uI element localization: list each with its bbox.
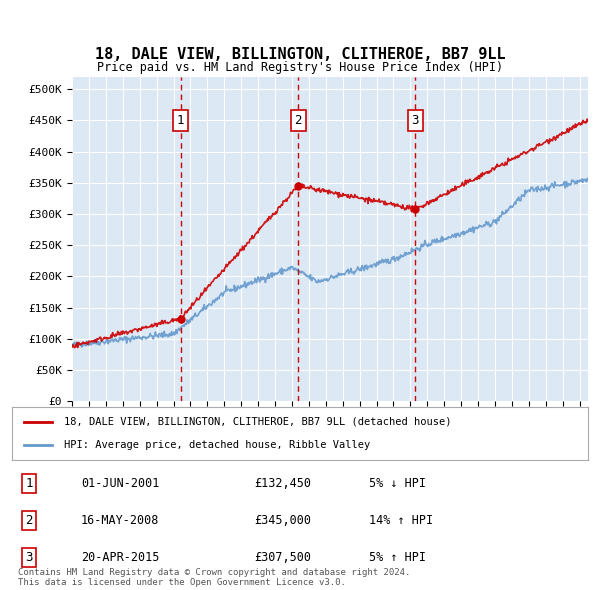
Text: £132,450: £132,450 <box>254 477 311 490</box>
Text: Price paid vs. HM Land Registry's House Price Index (HPI): Price paid vs. HM Land Registry's House … <box>97 61 503 74</box>
Text: 2: 2 <box>26 514 33 527</box>
Text: 18, DALE VIEW, BILLINGTON, CLITHEROE, BB7 9LL (detached house): 18, DALE VIEW, BILLINGTON, CLITHEROE, BB… <box>64 417 451 427</box>
Text: 1: 1 <box>26 477 33 490</box>
Text: HPI: Average price, detached house, Ribble Valley: HPI: Average price, detached house, Ribb… <box>64 440 370 450</box>
Text: Contains HM Land Registry data © Crown copyright and database right 2024.
This d: Contains HM Land Registry data © Crown c… <box>18 568 410 587</box>
Text: 14% ↑ HPI: 14% ↑ HPI <box>369 514 433 527</box>
Text: 20-APR-2015: 20-APR-2015 <box>81 551 160 564</box>
Text: 01-JUN-2001: 01-JUN-2001 <box>81 477 160 490</box>
Text: £307,500: £307,500 <box>254 551 311 564</box>
Text: 5% ↓ HPI: 5% ↓ HPI <box>369 477 426 490</box>
Text: £345,000: £345,000 <box>254 514 311 527</box>
Text: 5% ↑ HPI: 5% ↑ HPI <box>369 551 426 564</box>
Text: 3: 3 <box>412 114 419 127</box>
Text: 18, DALE VIEW, BILLINGTON, CLITHEROE, BB7 9LL: 18, DALE VIEW, BILLINGTON, CLITHEROE, BB… <box>95 47 505 62</box>
Text: 1: 1 <box>177 114 184 127</box>
Text: 2: 2 <box>295 114 302 127</box>
Text: 16-MAY-2008: 16-MAY-2008 <box>81 514 160 527</box>
Text: 3: 3 <box>26 551 33 564</box>
